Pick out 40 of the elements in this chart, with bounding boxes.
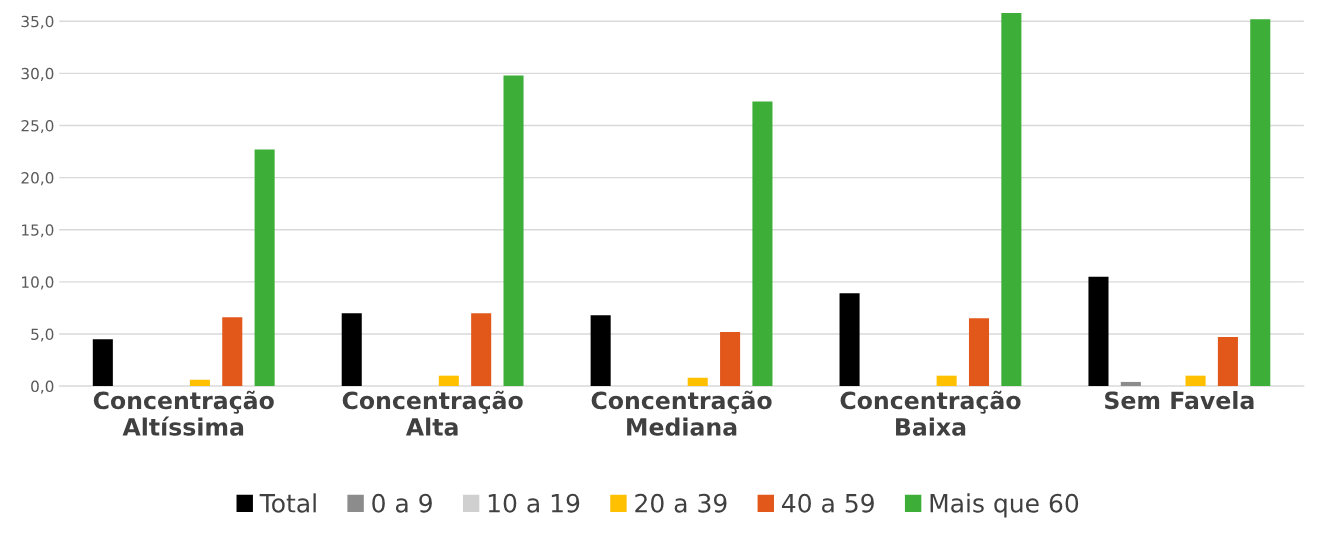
bar: [936, 375, 957, 387]
legend-label: 20 a 39: [635, 493, 727, 513]
bar: [752, 101, 773, 387]
bar: [254, 149, 275, 387]
legend-label: 0 a 9: [372, 493, 432, 513]
bar: [189, 379, 210, 387]
x-tick-label: Concentração Alta: [342, 390, 523, 436]
x-tick-label: Concentração Baixa: [840, 390, 1021, 436]
bar: [222, 317, 243, 387]
y-tick-label: 25,0: [21, 119, 54, 134]
y-tick-label: 20,0: [21, 172, 54, 186]
bar: [720, 331, 741, 387]
bar: [590, 315, 611, 387]
legend-label: 40 a 59: [782, 493, 874, 513]
y-tick-label: 15,0: [22, 224, 54, 238]
bar: [438, 375, 459, 387]
y-tick-label: 30,0: [21, 67, 54, 81]
bar: [968, 318, 990, 387]
bar: [1001, 12, 1022, 387]
legend-label: Mais que 60: [930, 493, 1079, 518]
bar: [687, 377, 708, 387]
legend-label: Total: [259, 493, 316, 513]
y-tick-label: 0,0: [31, 380, 54, 394]
bar: [1250, 19, 1271, 387]
y-tick-label: 35,0: [21, 15, 54, 29]
bar: [1185, 375, 1206, 387]
bar: [471, 313, 492, 387]
x-tick-label: Sem Favela: [1105, 390, 1254, 410]
bar: [839, 293, 860, 387]
bar: [1088, 276, 1109, 387]
bar: [503, 75, 524, 387]
bar: [341, 313, 362, 387]
bar: [1217, 337, 1238, 387]
x-tick-label: Concentração Mediana: [591, 390, 772, 436]
legend-label: 10 a 19: [488, 493, 580, 513]
y-tick-label: 10,0: [22, 276, 54, 290]
x-tick-label: Concentração Altíssima: [93, 390, 274, 436]
bar: [1120, 381, 1141, 387]
bar: [92, 339, 113, 387]
y-tick-label: 5,0: [31, 328, 54, 342]
